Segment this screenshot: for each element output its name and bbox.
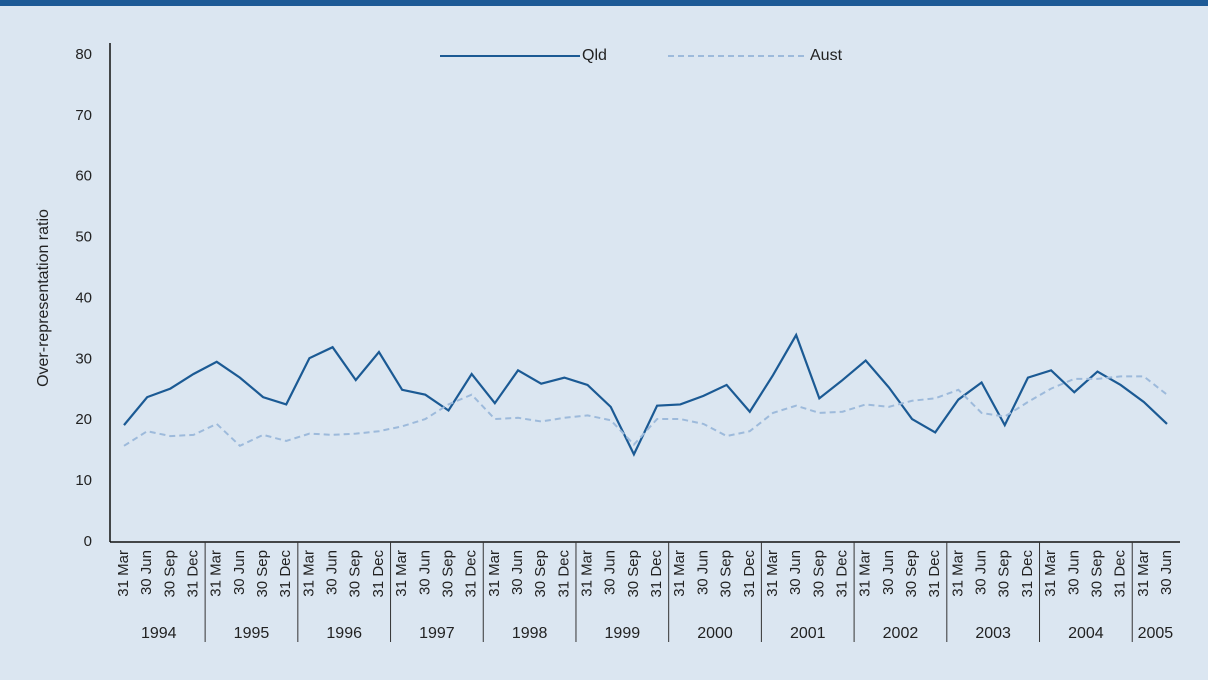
x-tick-label: 31 Mar [1135,550,1152,597]
y-tick-label: 0 [84,533,92,550]
x-tick-label: 31 Dec [463,550,480,598]
x-tick-label: 31 Mar [579,550,596,597]
year-label: 1997 [419,625,455,642]
x-tick-label: 30 Sep [996,550,1013,598]
year-label: 2003 [975,625,1011,642]
x-tick-label: 31 Dec [370,550,387,598]
year-label: 1995 [234,625,270,642]
x-tick-label: 30 Jun [973,550,990,595]
year-label: 1996 [326,625,362,642]
x-tick-label: 31 Mar [486,550,503,597]
x-tick-label: 31 Mar [393,550,410,597]
year-label: 1998 [512,625,548,642]
x-tick-label: 30 Jun [602,550,619,595]
y-tick-label: 10 [75,472,92,489]
line-series [123,332,1168,457]
year-label: 2002 [883,625,919,642]
x-tick-label: 30 Jun [324,550,341,595]
x-tick-label: 31 Dec [277,550,294,598]
x-tick-label: 31 Dec [555,550,572,598]
year-label: 2000 [697,625,733,642]
x-tick-label: 30 Jun [509,550,526,595]
x-tick-label: 31 Mar [1042,550,1059,597]
y-tick-label: 40 [75,289,92,306]
legend-label: Aust [810,47,843,64]
line-series [123,375,1168,448]
x-tick-label: 30 Sep [625,550,642,598]
x-tick-label: 30 Sep [161,550,178,598]
y-tick-label: 20 [75,411,92,428]
year-label: 1999 [605,625,641,642]
y-tick-label: 30 [75,350,92,367]
x-tick-label: 31 Mar [949,550,966,597]
x-tick-label: 30 Jun [787,550,804,595]
x-tick-label: 30 Sep [532,550,549,598]
x-tick-label: 30 Jun [1158,550,1175,595]
year-label: 2005 [1138,625,1174,642]
year-label: 2004 [1068,625,1104,642]
x-tick-label: 31 Mar [857,550,874,597]
top-bar [0,0,1208,6]
x-tick-label: 30 Sep [903,550,920,598]
legend-label: Qld [582,47,607,64]
x-tick-label: 30 Sep [439,550,456,598]
x-tick-label: 31 Mar [208,550,225,597]
x-tick-label: 30 Sep [347,550,364,598]
x-tick-label: 31 Dec [926,550,943,598]
x-tick-label: 31 Mar [115,550,132,597]
x-tick-label: 31 Dec [833,550,850,598]
x-tick-label: 30 Jun [138,550,155,595]
y-tick-label: 70 [75,107,92,124]
x-tick-label: 30 Sep [254,550,271,598]
year-label: 1994 [141,625,177,642]
x-tick-label: 31 Mar [300,550,317,597]
y-tick-label: 80 [75,46,92,63]
x-tick-label: 30 Jun [231,550,248,595]
x-tick-label: 31 Mar [764,550,781,597]
x-tick-label: 30 Sep [810,550,827,598]
y-tick-label: 60 [75,168,92,185]
x-tick-label: 30 Jun [694,550,711,595]
y-tick-label: 50 [75,229,92,246]
x-tick-label: 30 Sep [718,550,735,598]
y-axis-label: Over-representation ratio [35,209,52,387]
x-tick-label: 31 Dec [1112,550,1129,598]
x-tick-label: 31 Dec [741,550,758,598]
x-tick-label: 30 Jun [1065,550,1082,595]
x-tick-label: 30 Jun [416,550,433,595]
year-label: 2001 [790,625,826,642]
x-tick-label: 31 Dec [648,550,665,598]
x-tick-label: 30 Sep [1088,550,1105,598]
x-tick-label: 31 Dec [1019,550,1036,598]
x-tick-label: 31 Mar [671,550,688,597]
x-tick-label: 30 Jun [880,550,897,595]
x-tick-label: 31 Dec [185,550,202,598]
